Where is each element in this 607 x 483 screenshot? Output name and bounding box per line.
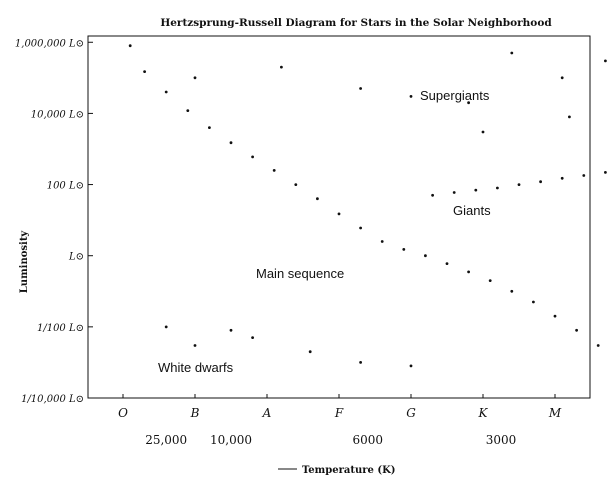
spectral-class-O: O: [118, 406, 128, 420]
region-label-giants: Giants: [453, 203, 491, 218]
temperature-label-0: 25,000: [145, 433, 187, 447]
y-tick-label-1: 10,000 L⊙: [31, 109, 84, 120]
star-1-1: [452, 191, 456, 194]
star-0-20: [553, 314, 557, 318]
temperature-label-1: 10,000: [210, 433, 252, 447]
star-0-15: [445, 262, 449, 265]
star-1-7: [582, 174, 586, 177]
plot-frame: [87, 35, 591, 399]
star-2-6: [560, 76, 564, 80]
chart-title: Hertzsprung-Russell Diagram for Stars in…: [160, 17, 552, 29]
star-0-8: [294, 183, 298, 187]
star-0-17: [488, 279, 492, 282]
star-3-3: [251, 336, 255, 339]
y-tick-label-0: 1,000,000 L⊙: [15, 38, 84, 49]
spectral-class-K: K: [478, 406, 489, 420]
star-2-0: [193, 76, 197, 80]
star-0-16: [467, 270, 470, 274]
star-1-0: [431, 193, 434, 197]
star-0-21: [575, 328, 578, 332]
spectral-class-G: G: [406, 406, 416, 420]
star-3-6: [409, 364, 413, 368]
star-3-4: [308, 350, 312, 354]
star-0-4: [208, 126, 211, 129]
star-0-12: [380, 240, 384, 243]
y-tick-label-3: L⊙: [68, 252, 84, 263]
star-0-7: [272, 169, 276, 172]
star-0-10: [337, 212, 341, 216]
temperature-label-3: 3000: [486, 433, 517, 447]
star-2-2: [359, 87, 362, 90]
star-0-14: [424, 254, 427, 258]
x-axis-label: Temperature (K): [302, 465, 396, 476]
star-0-18: [510, 289, 514, 293]
star-0-6: [251, 155, 255, 159]
star-2-3: [409, 95, 413, 98]
star-0-0: [128, 44, 132, 48]
star-2-5: [510, 51, 514, 55]
star-3-1: [193, 344, 197, 347]
star-0-5: [229, 141, 233, 145]
star-2-9: [568, 115, 571, 119]
star-0-22: [596, 344, 600, 347]
star-2-7: [604, 59, 607, 63]
temperature-labels: 25,000 10,000 6000 3000: [145, 433, 516, 447]
star-2-8: [481, 130, 485, 134]
star-0-2: [164, 90, 168, 94]
star-1-4: [517, 183, 521, 187]
region-label-main-sequence: Main sequence: [256, 266, 344, 281]
region-label-supergiants: Supergiants: [420, 88, 490, 103]
star-2-4: [467, 101, 470, 105]
x-axis-ticks: [122, 394, 556, 398]
spectral-class-F: F: [334, 406, 344, 420]
star-points: [128, 44, 607, 368]
star-1-8: [604, 171, 607, 174]
star-0-11: [359, 226, 362, 230]
y-axis-ticks: 1,000,000 L⊙ 10,000 L⊙ 100 L⊙ L⊙ 1/100 L⊙ 1/1…: [15, 38, 93, 405]
star-1-2: [474, 188, 478, 192]
spectral-class-M: M: [548, 406, 562, 420]
region-label-white-dwarfs: White dwarfs: [158, 360, 234, 375]
star-0-19: [532, 300, 535, 304]
spectral-class-B: B: [190, 406, 200, 420]
star-1-3: [496, 186, 499, 190]
star-0-13: [402, 248, 406, 251]
y-tick-label-5: 1/10,000 L⊙: [21, 394, 84, 405]
star-3-5: [359, 361, 362, 364]
star-1-6: [560, 176, 564, 180]
temperature-label-2: 6000: [353, 433, 384, 447]
y-tick-label-2: 100 L⊙: [47, 181, 84, 192]
y-tick-label-4: 1/100 L⊙: [37, 323, 84, 334]
star-0-9: [316, 197, 319, 201]
spectral-class-A: A: [262, 406, 272, 420]
star-1-5: [539, 180, 542, 184]
star-2-1: [280, 65, 283, 69]
y-axis-label: Luminosity: [19, 230, 30, 294]
star-0-3: [186, 109, 190, 112]
star-3-0: [164, 325, 168, 329]
star-0-1: [143, 70, 147, 73]
star-3-2: [229, 328, 233, 332]
